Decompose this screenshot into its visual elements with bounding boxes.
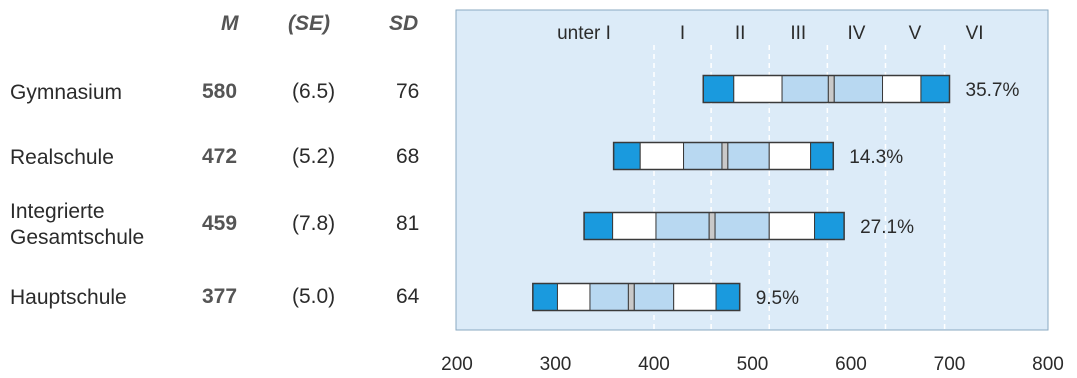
bar-outline	[612, 141, 835, 171]
row-label-gymnasium: Gymnasium	[10, 81, 123, 104]
bar-segment-p10-p25	[733, 75, 783, 103]
bar-segment-p10-p25	[612, 212, 657, 240]
sd-hauptschule: 64	[396, 285, 420, 308]
bar-segment-cihigh-p75	[727, 142, 770, 170]
bar-segment-p10-p25	[556, 283, 591, 311]
bar-outline	[532, 282, 741, 312]
level-label-3: III	[790, 23, 806, 44]
bar-segment-p75-p90	[882, 75, 922, 103]
se-gymnasium: (6.5)	[292, 80, 336, 103]
mean-gesamtschule: 459	[202, 212, 238, 235]
bar-outline	[702, 74, 951, 104]
sd-gymnasium: 76	[396, 80, 420, 103]
x-tick-600: 600	[835, 354, 867, 375]
row-label-gesamtschule: Integrierte Gesamtschule	[10, 200, 145, 249]
bar-realschule: 14.3%	[612, 141, 903, 171]
bar-segment-ci	[708, 212, 716, 240]
bar-segment-p90-p95	[715, 283, 741, 311]
level-labels: unter I I II III IV V VI	[557, 23, 983, 44]
bar-segment-ci	[827, 75, 835, 103]
bar-segment-cihigh-p75	[714, 212, 770, 240]
bar-segment-p75-p90	[768, 212, 816, 240]
sd-realschule: 68	[396, 145, 420, 168]
bar-segment-p5-p10	[613, 142, 641, 170]
se-gesamtschule: (7.8)	[292, 212, 336, 235]
x-tick-700: 700	[934, 354, 966, 375]
bar-segment-p90-p95	[810, 142, 834, 170]
x-tick-400: 400	[638, 354, 670, 375]
bar-segment-p75-p90	[768, 142, 812, 170]
bar-segment-p10-p25	[639, 142, 685, 170]
bar-segment-p25-cilow	[655, 212, 710, 240]
bar-gymnasium: 35.7%	[702, 74, 1020, 104]
level-label-5: V	[909, 23, 922, 44]
bar-segment-ci	[721, 142, 729, 170]
share-label: 27.1%	[860, 217, 914, 238]
bar-segment-p5-p10	[532, 283, 558, 311]
header-mean: M	[221, 12, 239, 35]
row-label-realschule: Realschule	[10, 146, 114, 169]
se-realschule: (5.2)	[292, 145, 336, 168]
x-axis: 200 300 400 500 600 700 800	[441, 354, 1064, 375]
bar-segment-cihigh-p75	[633, 283, 675, 311]
row-label-hauptschule: Hauptschule	[10, 286, 127, 309]
bar-segment-p90-p95	[814, 212, 845, 240]
bar-segment-p5-p10	[583, 212, 614, 240]
bar-segment-p25-cilow	[683, 142, 723, 170]
sd-gesamtschule: 81	[396, 212, 420, 235]
level-label-6: VI	[966, 23, 984, 44]
bar-segment-p25-cilow	[781, 75, 829, 103]
x-tick-500: 500	[737, 354, 769, 375]
se-hauptschule: (5.0)	[292, 285, 336, 308]
bar-segment-p5-p10	[702, 75, 735, 103]
x-tick-300: 300	[540, 354, 572, 375]
bar-integrierte-gesamtschule: 27.1%	[583, 211, 914, 241]
header-sd: SD	[389, 12, 419, 35]
chart-bars: 35.7% 14.3% 27.1% 9.5%	[532, 74, 1020, 312]
header-se: (SE)	[288, 12, 330, 35]
level-label-2: II	[735, 23, 746, 44]
mean-gymnasium: 580	[202, 80, 238, 103]
level-label-1: I	[680, 23, 685, 44]
mean-hauptschule: 377	[202, 285, 238, 308]
share-label: 35.7%	[966, 80, 1020, 101]
x-tick-800: 800	[1032, 354, 1064, 375]
level-label-4: IV	[847, 23, 865, 44]
share-label: 14.3%	[849, 147, 903, 168]
level-label-0: unter I	[557, 23, 611, 44]
x-tick-200: 200	[441, 354, 473, 375]
bar-segment-p75-p90	[673, 283, 717, 311]
bar-segment-p90-p95	[920, 75, 950, 103]
bar-segment-p25-cilow	[589, 283, 629, 311]
mean-realschule: 472	[202, 145, 238, 168]
bar-segment-ci	[627, 283, 635, 311]
bar-hauptschule: 9.5%	[532, 282, 799, 312]
bar-segment-cihigh-p75	[833, 75, 884, 103]
bar-outline	[583, 211, 845, 241]
share-label: 9.5%	[756, 288, 799, 309]
